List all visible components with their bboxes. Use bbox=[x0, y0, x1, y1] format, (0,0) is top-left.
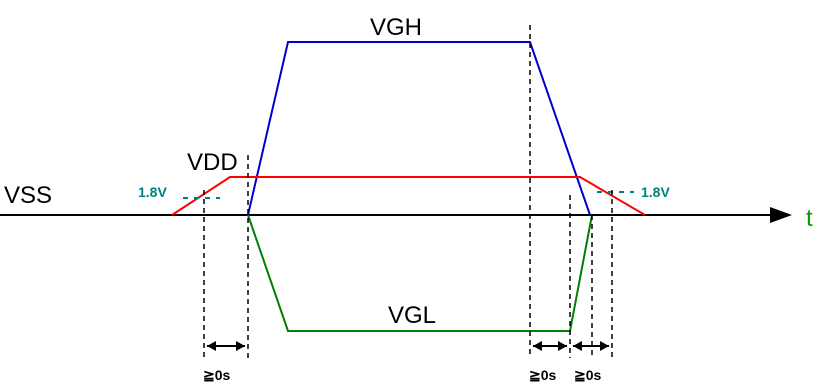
time-axis-label: t bbox=[806, 205, 813, 232]
threshold-label-right: 1.8V bbox=[641, 184, 670, 200]
vdd-waveform bbox=[171, 176, 646, 216]
time-axis-arrowhead bbox=[770, 207, 792, 223]
delay-arrow-3 bbox=[573, 341, 609, 351]
delay-arrow-1 bbox=[207, 341, 245, 351]
delay-label-1: ≧0s bbox=[203, 367, 231, 383]
vgl-waveform bbox=[247, 214, 593, 332]
vgl-label: VGL bbox=[388, 302, 436, 329]
vss-label: VSS bbox=[4, 182, 52, 209]
vgh-waveform bbox=[247, 41, 591, 216]
vgh-label: VGH bbox=[370, 14, 422, 41]
vdd-label: VDD bbox=[187, 149, 238, 176]
delay-arrow-2 bbox=[533, 341, 567, 351]
delay-label-3: ≧0s bbox=[574, 367, 602, 383]
threshold-label-left: 1.8V bbox=[138, 184, 167, 200]
delay-label-2: ≧0s bbox=[529, 367, 557, 383]
